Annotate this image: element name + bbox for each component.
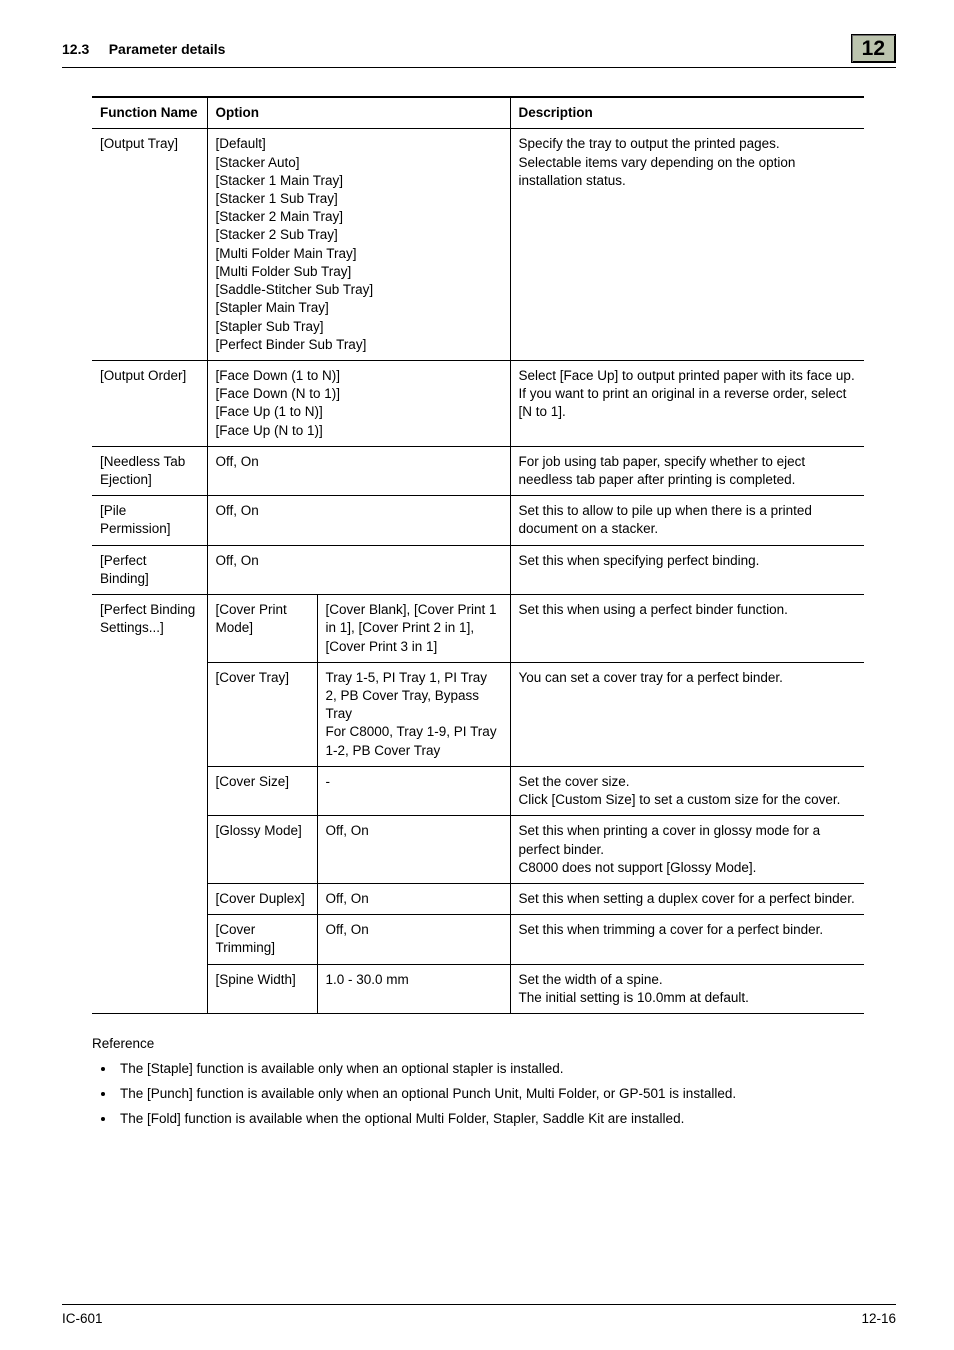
cell-option: Off, On <box>207 545 510 594</box>
section-name: Parameter details <box>109 41 226 57</box>
cell-option: [Default] [Stacker Auto] [Stacker 1 Main… <box>207 129 510 361</box>
cell-option-1: [Cover Size] <box>207 766 317 815</box>
cell-option-2: 1.0 - 30.0 mm <box>317 964 510 1013</box>
cell-option-1: [Cover Trimming] <box>207 915 317 964</box>
footer-right: 12-16 <box>861 1311 896 1326</box>
reference-item: The [Fold] function is available when th… <box>116 1109 896 1130</box>
cell-option: [Face Down (1 to N)] [Face Down (N to 1)… <box>207 360 510 446</box>
table-row: [Glossy Mode]Off, OnSet this when printi… <box>92 816 864 884</box>
cell-description: For job using tab paper, specify whether… <box>510 446 864 495</box>
cell-option-1: [Cover Print Mode] <box>207 595 317 663</box>
table-body: [Output Tray][Default] [Stacker Auto] [S… <box>92 129 864 1014</box>
th-description: Description <box>510 97 864 129</box>
cell-description: Set this to allow to pile up when there … <box>510 496 864 545</box>
cell-option-1: [Cover Duplex] <box>207 883 317 914</box>
table-row: [Cover Size]-Set the cover size. Click [… <box>92 766 864 815</box>
cell-option-1: [Glossy Mode] <box>207 816 317 884</box>
cell-description: Set this when trimming a cover for a per… <box>510 915 864 964</box>
cell-function: [Perfect Binding] <box>92 545 207 594</box>
page-footer: IC-601 12-16 <box>62 1304 896 1326</box>
table-row: [Pile Permission]Off, OnSet this to allo… <box>92 496 864 545</box>
cell-description: Set the width of a spine. The initial se… <box>510 964 864 1013</box>
cell-description: Select [Face Up] to output printed paper… <box>510 360 864 446</box>
th-option: Option <box>207 97 510 129</box>
th-function: Function Name <box>92 97 207 129</box>
cell-function: [Output Order] <box>92 360 207 446</box>
cell-function: [Perfect Binding Settings...] <box>92 595 207 1014</box>
table-row: [Perfect Binding]Off, OnSet this when sp… <box>92 545 864 594</box>
cell-option-2: Tray 1-5, PI Tray 1, PI Tray 2, PB Cover… <box>317 662 510 766</box>
table-row: [Needless Tab Ejection]Off, OnFor job us… <box>92 446 864 495</box>
cell-option-2: [Cover Blank], [Cover Print 1 in 1], [Co… <box>317 595 510 663</box>
cell-option-1: [Cover Tray] <box>207 662 317 766</box>
cell-option: Off, On <box>207 446 510 495</box>
cell-option-2: Off, On <box>317 816 510 884</box>
cell-description: Set the cover size. Click [Custom Size] … <box>510 766 864 815</box>
footer-left: IC-601 <box>62 1311 103 1326</box>
page-header: 12.3 Parameter details 12 <box>62 34 896 68</box>
cell-description: You can set a cover tray for a perfect b… <box>510 662 864 766</box>
cell-description: Set this when setting a duplex cover for… <box>510 883 864 914</box>
reference-item: The [Punch] function is available only w… <box>116 1084 896 1105</box>
table-row: [Output Tray][Default] [Stacker Auto] [S… <box>92 129 864 361</box>
table-row: [Output Order][Face Down (1 to N)] [Face… <box>92 360 864 446</box>
table-header-row: Function Name Option Description <box>92 97 864 129</box>
cell-function: [Output Tray] <box>92 129 207 361</box>
cell-description: Specify the tray to output the printed p… <box>510 129 864 361</box>
cell-option: Off, On <box>207 496 510 545</box>
cell-option-1: [Spine Width] <box>207 964 317 1013</box>
section-number: 12.3 <box>62 41 89 57</box>
cell-option-2: - <box>317 766 510 815</box>
table-row: [Cover Tray]Tray 1-5, PI Tray 1, PI Tray… <box>92 662 864 766</box>
section-title: 12.3 Parameter details <box>62 41 225 57</box>
page: 12.3 Parameter details 12 Function Name … <box>0 0 954 1350</box>
cell-description: Set this when using a perfect binder fun… <box>510 595 864 663</box>
reference-heading: Reference <box>92 1036 896 1051</box>
table-row: [Spine Width]1.0 - 30.0 mmSet the width … <box>92 964 864 1013</box>
cell-option-2: Off, On <box>317 883 510 914</box>
reference-list: The [Staple] function is available only … <box>92 1059 896 1130</box>
table-row: [Cover Trimming]Off, OnSet this when tri… <box>92 915 864 964</box>
chapter-badge: 12 <box>851 34 896 63</box>
reference-item: The [Staple] function is available only … <box>116 1059 896 1080</box>
cell-function: [Needless Tab Ejection] <box>92 446 207 495</box>
cell-function: [Pile Permission] <box>92 496 207 545</box>
parameter-table: Function Name Option Description [Output… <box>92 96 864 1014</box>
table-row: [Cover Duplex]Off, OnSet this when setti… <box>92 883 864 914</box>
table-row: [Perfect Binding Settings...][Cover Prin… <box>92 595 864 663</box>
cell-description: Set this when printing a cover in glossy… <box>510 816 864 884</box>
cell-option-2: Off, On <box>317 915 510 964</box>
cell-description: Set this when specifying perfect binding… <box>510 545 864 594</box>
